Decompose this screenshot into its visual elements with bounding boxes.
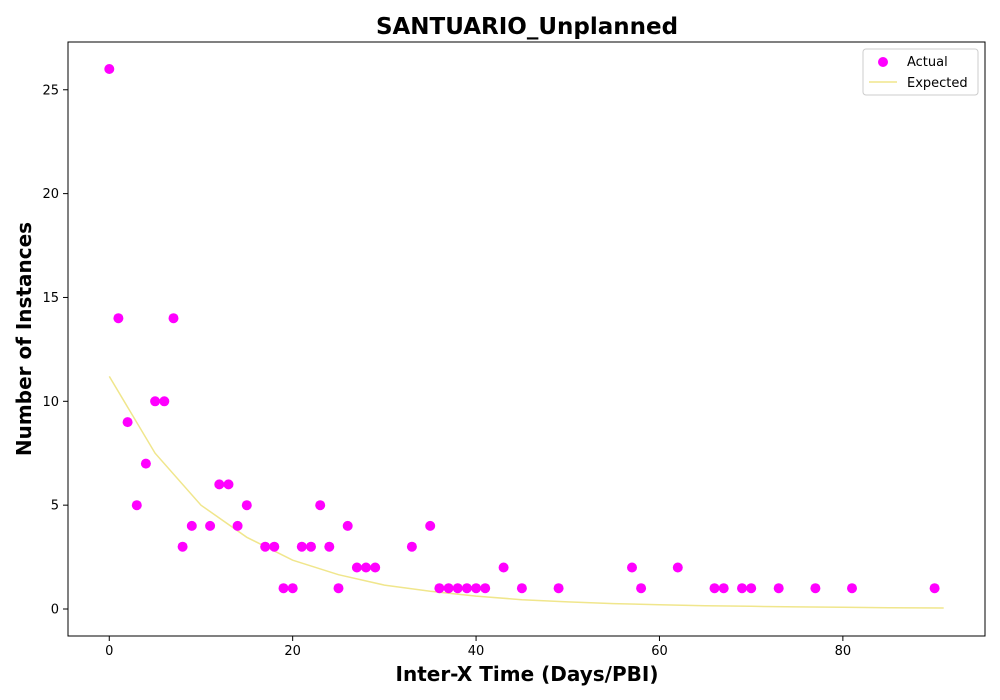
x-tick-label: 0 bbox=[105, 644, 113, 659]
y-axis-label: Number of Instances bbox=[12, 222, 36, 456]
y-tick-label: 20 bbox=[42, 187, 59, 202]
actual-point bbox=[178, 542, 188, 552]
actual-point bbox=[352, 563, 362, 573]
actual-point bbox=[810, 583, 820, 593]
actual-point bbox=[407, 542, 417, 552]
actual-point bbox=[104, 64, 114, 74]
y-axis: 0 5 10 15 20 25 bbox=[42, 83, 68, 617]
actual-point bbox=[480, 583, 490, 593]
actual-point bbox=[214, 479, 224, 489]
actual-point bbox=[324, 542, 334, 552]
legend-actual-label: Actual bbox=[907, 55, 948, 70]
actual-point bbox=[499, 563, 509, 573]
x-tick-label: 20 bbox=[284, 644, 301, 659]
actual-point bbox=[370, 563, 380, 573]
actual-point bbox=[710, 583, 720, 593]
x-axis: 0 20 40 60 80 bbox=[105, 636, 851, 659]
actual-point bbox=[132, 500, 142, 510]
actual-point bbox=[141, 459, 151, 469]
actual-point bbox=[113, 313, 123, 323]
actual-point bbox=[205, 521, 215, 531]
actual-point bbox=[471, 583, 481, 593]
chart-title: SANTUARIO_Unplanned bbox=[376, 14, 678, 40]
actual-point bbox=[462, 583, 472, 593]
actual-point bbox=[930, 583, 940, 593]
actual-point bbox=[847, 583, 857, 593]
actual-point bbox=[361, 563, 371, 573]
actual-point bbox=[123, 417, 133, 427]
actual-point bbox=[444, 583, 454, 593]
y-tick-label: 10 bbox=[42, 395, 59, 410]
y-tick-label: 25 bbox=[42, 83, 59, 98]
expected-line bbox=[109, 376, 943, 608]
actual-point bbox=[169, 313, 179, 323]
actual-point bbox=[315, 500, 325, 510]
plot-area bbox=[68, 42, 985, 636]
legend-actual-marker bbox=[878, 57, 888, 67]
actual-point bbox=[297, 542, 307, 552]
actual-point bbox=[774, 583, 784, 593]
actual-point bbox=[636, 583, 646, 593]
actual-point bbox=[673, 563, 683, 573]
x-tick-label: 40 bbox=[468, 644, 485, 659]
legend-expected-label: Expected bbox=[907, 76, 968, 91]
x-tick-label: 60 bbox=[651, 644, 668, 659]
actual-point bbox=[260, 542, 270, 552]
x-tick-label: 80 bbox=[835, 644, 852, 659]
actual-point bbox=[159, 396, 169, 406]
y-tick-label: 5 bbox=[51, 499, 59, 514]
actual-series bbox=[104, 64, 939, 593]
actual-point bbox=[269, 542, 279, 552]
actual-point bbox=[334, 583, 344, 593]
actual-point bbox=[746, 583, 756, 593]
actual-point bbox=[554, 583, 564, 593]
actual-point bbox=[517, 583, 527, 593]
actual-point bbox=[434, 583, 444, 593]
actual-point bbox=[224, 479, 234, 489]
legend: Actual Expected bbox=[863, 49, 978, 95]
x-axis-label: Inter-X Time (Days/PBI) bbox=[396, 662, 659, 686]
y-tick-label: 15 bbox=[42, 291, 59, 306]
actual-point bbox=[737, 583, 747, 593]
actual-point bbox=[187, 521, 197, 531]
actual-point bbox=[453, 583, 463, 593]
actual-point bbox=[719, 583, 729, 593]
actual-point bbox=[150, 396, 160, 406]
actual-point bbox=[627, 563, 637, 573]
actual-point bbox=[343, 521, 353, 531]
actual-point bbox=[425, 521, 435, 531]
y-tick-label: 0 bbox=[51, 603, 59, 618]
actual-point bbox=[242, 500, 252, 510]
actual-point bbox=[288, 583, 298, 593]
actual-point bbox=[306, 542, 316, 552]
actual-point bbox=[279, 583, 289, 593]
actual-point bbox=[233, 521, 243, 531]
expected-series bbox=[109, 376, 943, 608]
